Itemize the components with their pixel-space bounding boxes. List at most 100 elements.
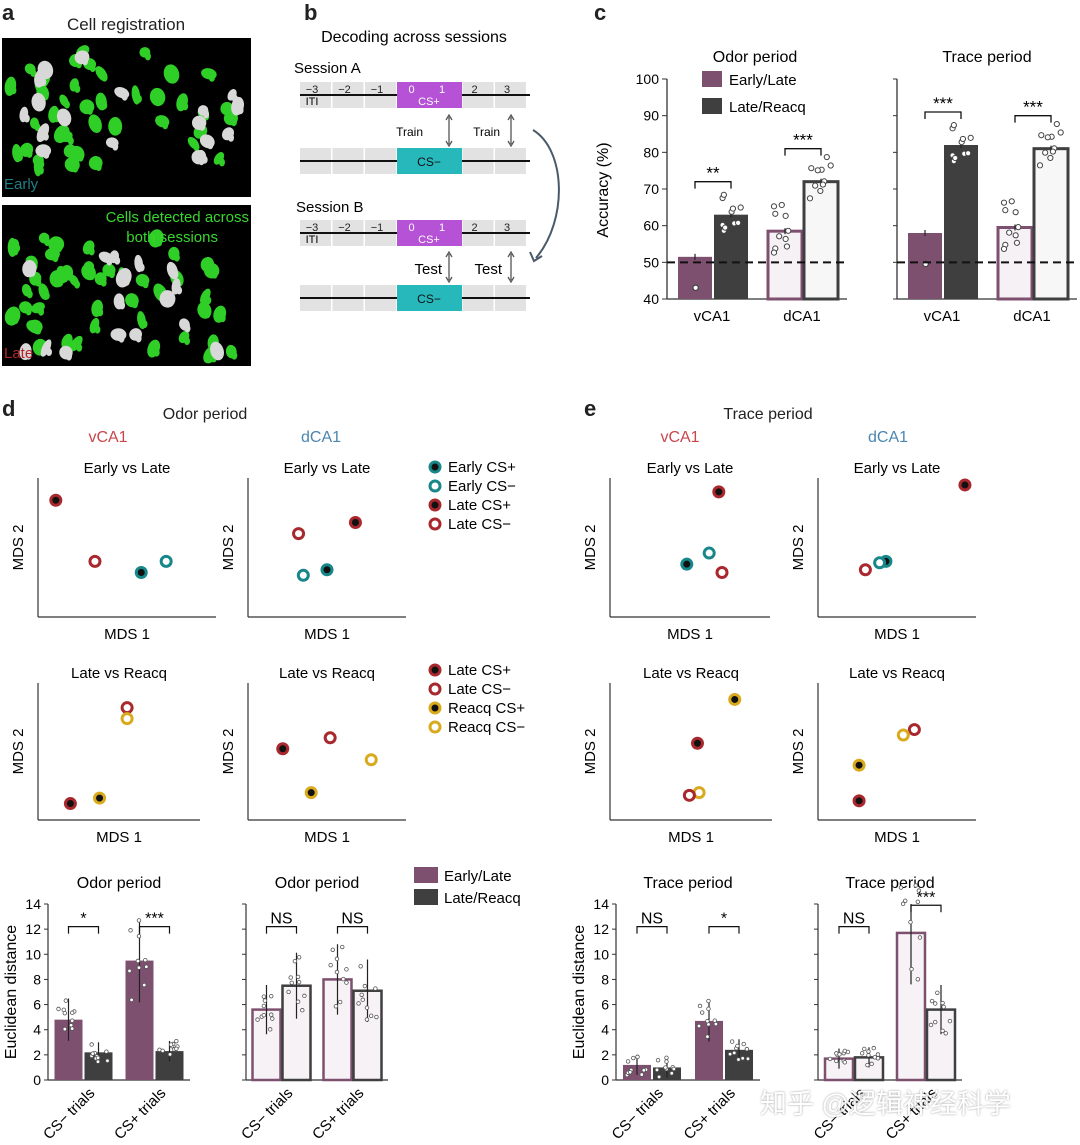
cell-blob — [40, 339, 53, 357]
cell-blob — [88, 156, 103, 172]
data-point — [167, 1052, 173, 1057]
cell-blob-part — [193, 143, 200, 152]
mds-plot-title: Early vs Late — [284, 460, 371, 477]
cell-blob — [147, 339, 161, 358]
cell-blob-part — [64, 117, 71, 126]
cell-blob-part — [101, 73, 108, 82]
data-point — [697, 1003, 703, 1009]
accuracy-bar — [1032, 147, 1070, 301]
cell-blob-part — [205, 296, 212, 305]
cell-blob-part — [67, 136, 74, 145]
cell-blob-part — [204, 310, 211, 319]
cell-blob — [4, 306, 21, 326]
y-tick-label: 80 — [643, 144, 659, 160]
cell-blob-part — [38, 307, 45, 316]
data-point — [837, 1052, 842, 1057]
data-point — [862, 1046, 867, 1052]
data-point — [705, 1018, 710, 1024]
cell-blob — [36, 123, 50, 143]
overlay-label-1: Cells detected across — [105, 209, 249, 226]
cell-blob-part — [35, 278, 42, 287]
test-label-2: Test — [474, 261, 502, 278]
y-tick-label: 12 — [593, 921, 609, 937]
data-point — [286, 989, 291, 995]
data-point — [655, 1057, 661, 1063]
timeline-tick: 2 — [471, 84, 477, 96]
data-point — [362, 983, 368, 989]
cell-blob — [199, 134, 215, 150]
legend-early-late: Early/Late — [729, 72, 797, 89]
cell-blob — [26, 320, 42, 335]
legend-marker — [428, 720, 442, 734]
cell-blob — [137, 311, 148, 330]
cell-blob-part — [230, 118, 237, 127]
data-point — [374, 1014, 379, 1020]
y-tick-label: 6 — [601, 997, 609, 1013]
mds-ylabel: MDS 2 — [790, 525, 807, 571]
data-point — [105, 1058, 110, 1064]
significance-marker: *** — [917, 889, 936, 906]
data-point — [909, 966, 914, 972]
mds-point — [320, 563, 334, 577]
data-point — [735, 1043, 740, 1049]
cell-blob-body — [88, 156, 103, 171]
cell-blob-body — [176, 93, 188, 112]
legend-marker — [428, 701, 442, 715]
cell-blob — [159, 290, 176, 308]
dist-legend-early-late: Early/Late — [444, 868, 512, 885]
distance-plot-title: Odor period — [275, 875, 360, 892]
cell-blob — [19, 343, 32, 361]
mds-plot-title: Late vs Reacq — [849, 665, 945, 682]
data-point — [692, 284, 699, 291]
cell-blob — [98, 251, 114, 266]
mds-point — [852, 758, 866, 772]
data-point — [940, 1000, 945, 1006]
cell-blob — [131, 85, 142, 105]
cell-blob-part — [100, 278, 107, 287]
data-point — [255, 1017, 260, 1022]
train-label-2: Train — [473, 125, 500, 139]
cell-blob — [213, 305, 227, 323]
cell-blob-part — [231, 351, 238, 360]
data-point — [1012, 232, 1019, 239]
data-point — [337, 999, 343, 1005]
cell-blob — [135, 273, 150, 289]
data-point — [727, 1051, 733, 1057]
mds-plot-title: Early vs Late — [84, 460, 171, 477]
mds-xlabel: MDS 1 — [96, 829, 142, 846]
cell-blob-part — [106, 257, 113, 266]
significance-marker: NS — [341, 911, 363, 928]
cell-blob-part — [167, 298, 174, 307]
cell-blob-body — [82, 240, 95, 255]
cell-blob — [63, 131, 74, 145]
significance-marker: NS — [843, 911, 865, 928]
data-point — [142, 982, 147, 988]
legend-label: Early CS+ — [448, 459, 516, 476]
cell-blob-part — [86, 106, 93, 115]
x-category-label: CS− trials — [609, 1085, 667, 1143]
cell-blob — [44, 247, 60, 263]
data-point — [356, 1001, 361, 1006]
data-point — [95, 1055, 101, 1061]
y-tick-label: 0 — [33, 1072, 41, 1088]
cs-minus-label: CS− — [417, 155, 441, 169]
cell-blob-part — [218, 158, 225, 167]
data-point — [641, 1067, 647, 1073]
cell-blob — [220, 101, 234, 117]
data-point — [663, 1065, 668, 1070]
distance-plot: Odor period 0 2 4 6 8 10 12 14 Euclidean distance… — [3, 875, 190, 1143]
cell-blob — [149, 87, 166, 107]
panel-label-a: a — [2, 0, 15, 25]
cell-blob — [108, 117, 123, 136]
data-point — [341, 976, 346, 982]
y-tick-label: 10 — [593, 946, 609, 962]
cell-blob-part — [88, 266, 95, 275]
data-point — [827, 1056, 833, 1062]
cell-blob-part — [183, 337, 190, 346]
cell-blob-part — [38, 102, 45, 111]
cell-blob — [199, 288, 212, 305]
cell-blob-part — [208, 73, 215, 82]
accuracy-trace-plot: vCA1 *** dCA1 *** — [893, 78, 1077, 325]
cell-blob-part — [16, 153, 23, 162]
mds-xlabel: MDS 1 — [304, 829, 350, 846]
